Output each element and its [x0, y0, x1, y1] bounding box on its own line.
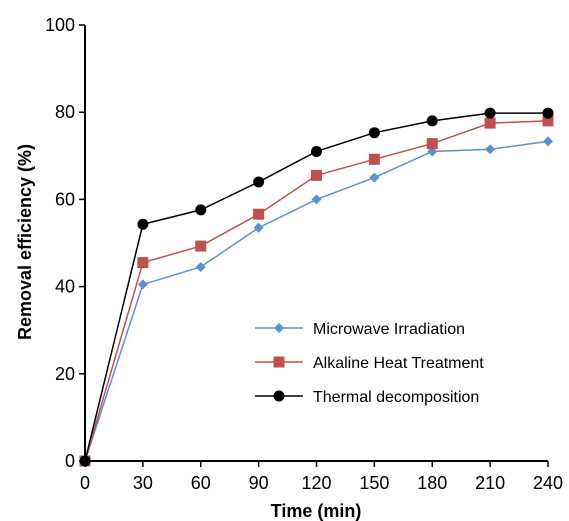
data-point — [484, 107, 496, 119]
data-point — [253, 176, 265, 188]
data-point — [137, 257, 149, 269]
legend-label: Alkaline Heat Treatment — [313, 355, 484, 372]
x-tick-label: 210 — [475, 473, 505, 493]
data-point — [79, 455, 91, 467]
legend: Microwave Irradiation Alkaline Heat Treat… — [255, 321, 484, 406]
series-microwave-irradiation — [80, 136, 553, 466]
y-tick-label: 100 — [45, 15, 75, 35]
series-layer — [79, 107, 554, 467]
series-line — [84, 140, 549, 462]
legend-marker — [274, 323, 284, 333]
y-axis-title: Removal efficiency (%) — [15, 144, 35, 340]
data-point — [543, 136, 553, 147]
data-point — [368, 127, 380, 139]
data-point — [542, 115, 554, 127]
legend-item: Alkaline Heat Treatment — [255, 355, 484, 372]
x-axis-ticks: 0 30 60 90 120 150 180 210 240 — [80, 461, 563, 493]
legend-item: Microwave Irradiation — [255, 321, 465, 338]
legend-item: Thermal decomposition — [255, 389, 479, 406]
data-point — [253, 222, 264, 233]
x-tick-label: 180 — [417, 473, 447, 493]
x-tick-label: 60 — [191, 473, 211, 493]
x-tick-label: 0 — [80, 473, 90, 493]
data-point — [195, 240, 207, 252]
data-point — [368, 153, 380, 165]
data-point — [253, 208, 265, 220]
y-tick-label: 80 — [55, 102, 75, 122]
data-point — [195, 204, 207, 216]
data-point — [484, 117, 496, 129]
x-tick-label: 240 — [533, 473, 563, 493]
x-tick-label: 90 — [249, 473, 269, 493]
data-point — [195, 261, 206, 272]
x-axis-title: Time (min) — [271, 501, 362, 521]
y-axis-ticks: 0 20 40 60 80 100 — [45, 15, 85, 471]
data-point — [311, 169, 322, 181]
data-point — [369, 172, 380, 183]
data-point — [311, 145, 322, 157]
y-tick-label: 40 — [55, 277, 75, 297]
series-line — [84, 112, 548, 462]
legend-marker — [273, 356, 285, 368]
x-tick-label: 120 — [301, 473, 331, 493]
y-tick-label: 20 — [55, 364, 75, 384]
data-point — [426, 115, 438, 127]
legend-marker — [273, 390, 285, 402]
legend-label: Thermal decomposition — [313, 389, 479, 406]
legend-label: Microwave Irradiation — [313, 321, 465, 338]
data-point — [137, 279, 148, 290]
x-tick-label: 150 — [359, 473, 389, 493]
data-point — [485, 144, 496, 155]
data-point — [137, 218, 149, 230]
data-point — [426, 138, 438, 150]
series-alkaline-heat-treatment — [79, 115, 554, 467]
data-point — [542, 107, 554, 119]
y-tick-label: 0 — [65, 451, 75, 471]
data-point — [311, 194, 322, 205]
x-tick-label: 30 — [133, 473, 153, 493]
series-thermal-decomposition — [79, 107, 554, 467]
y-tick-label: 60 — [55, 189, 75, 209]
